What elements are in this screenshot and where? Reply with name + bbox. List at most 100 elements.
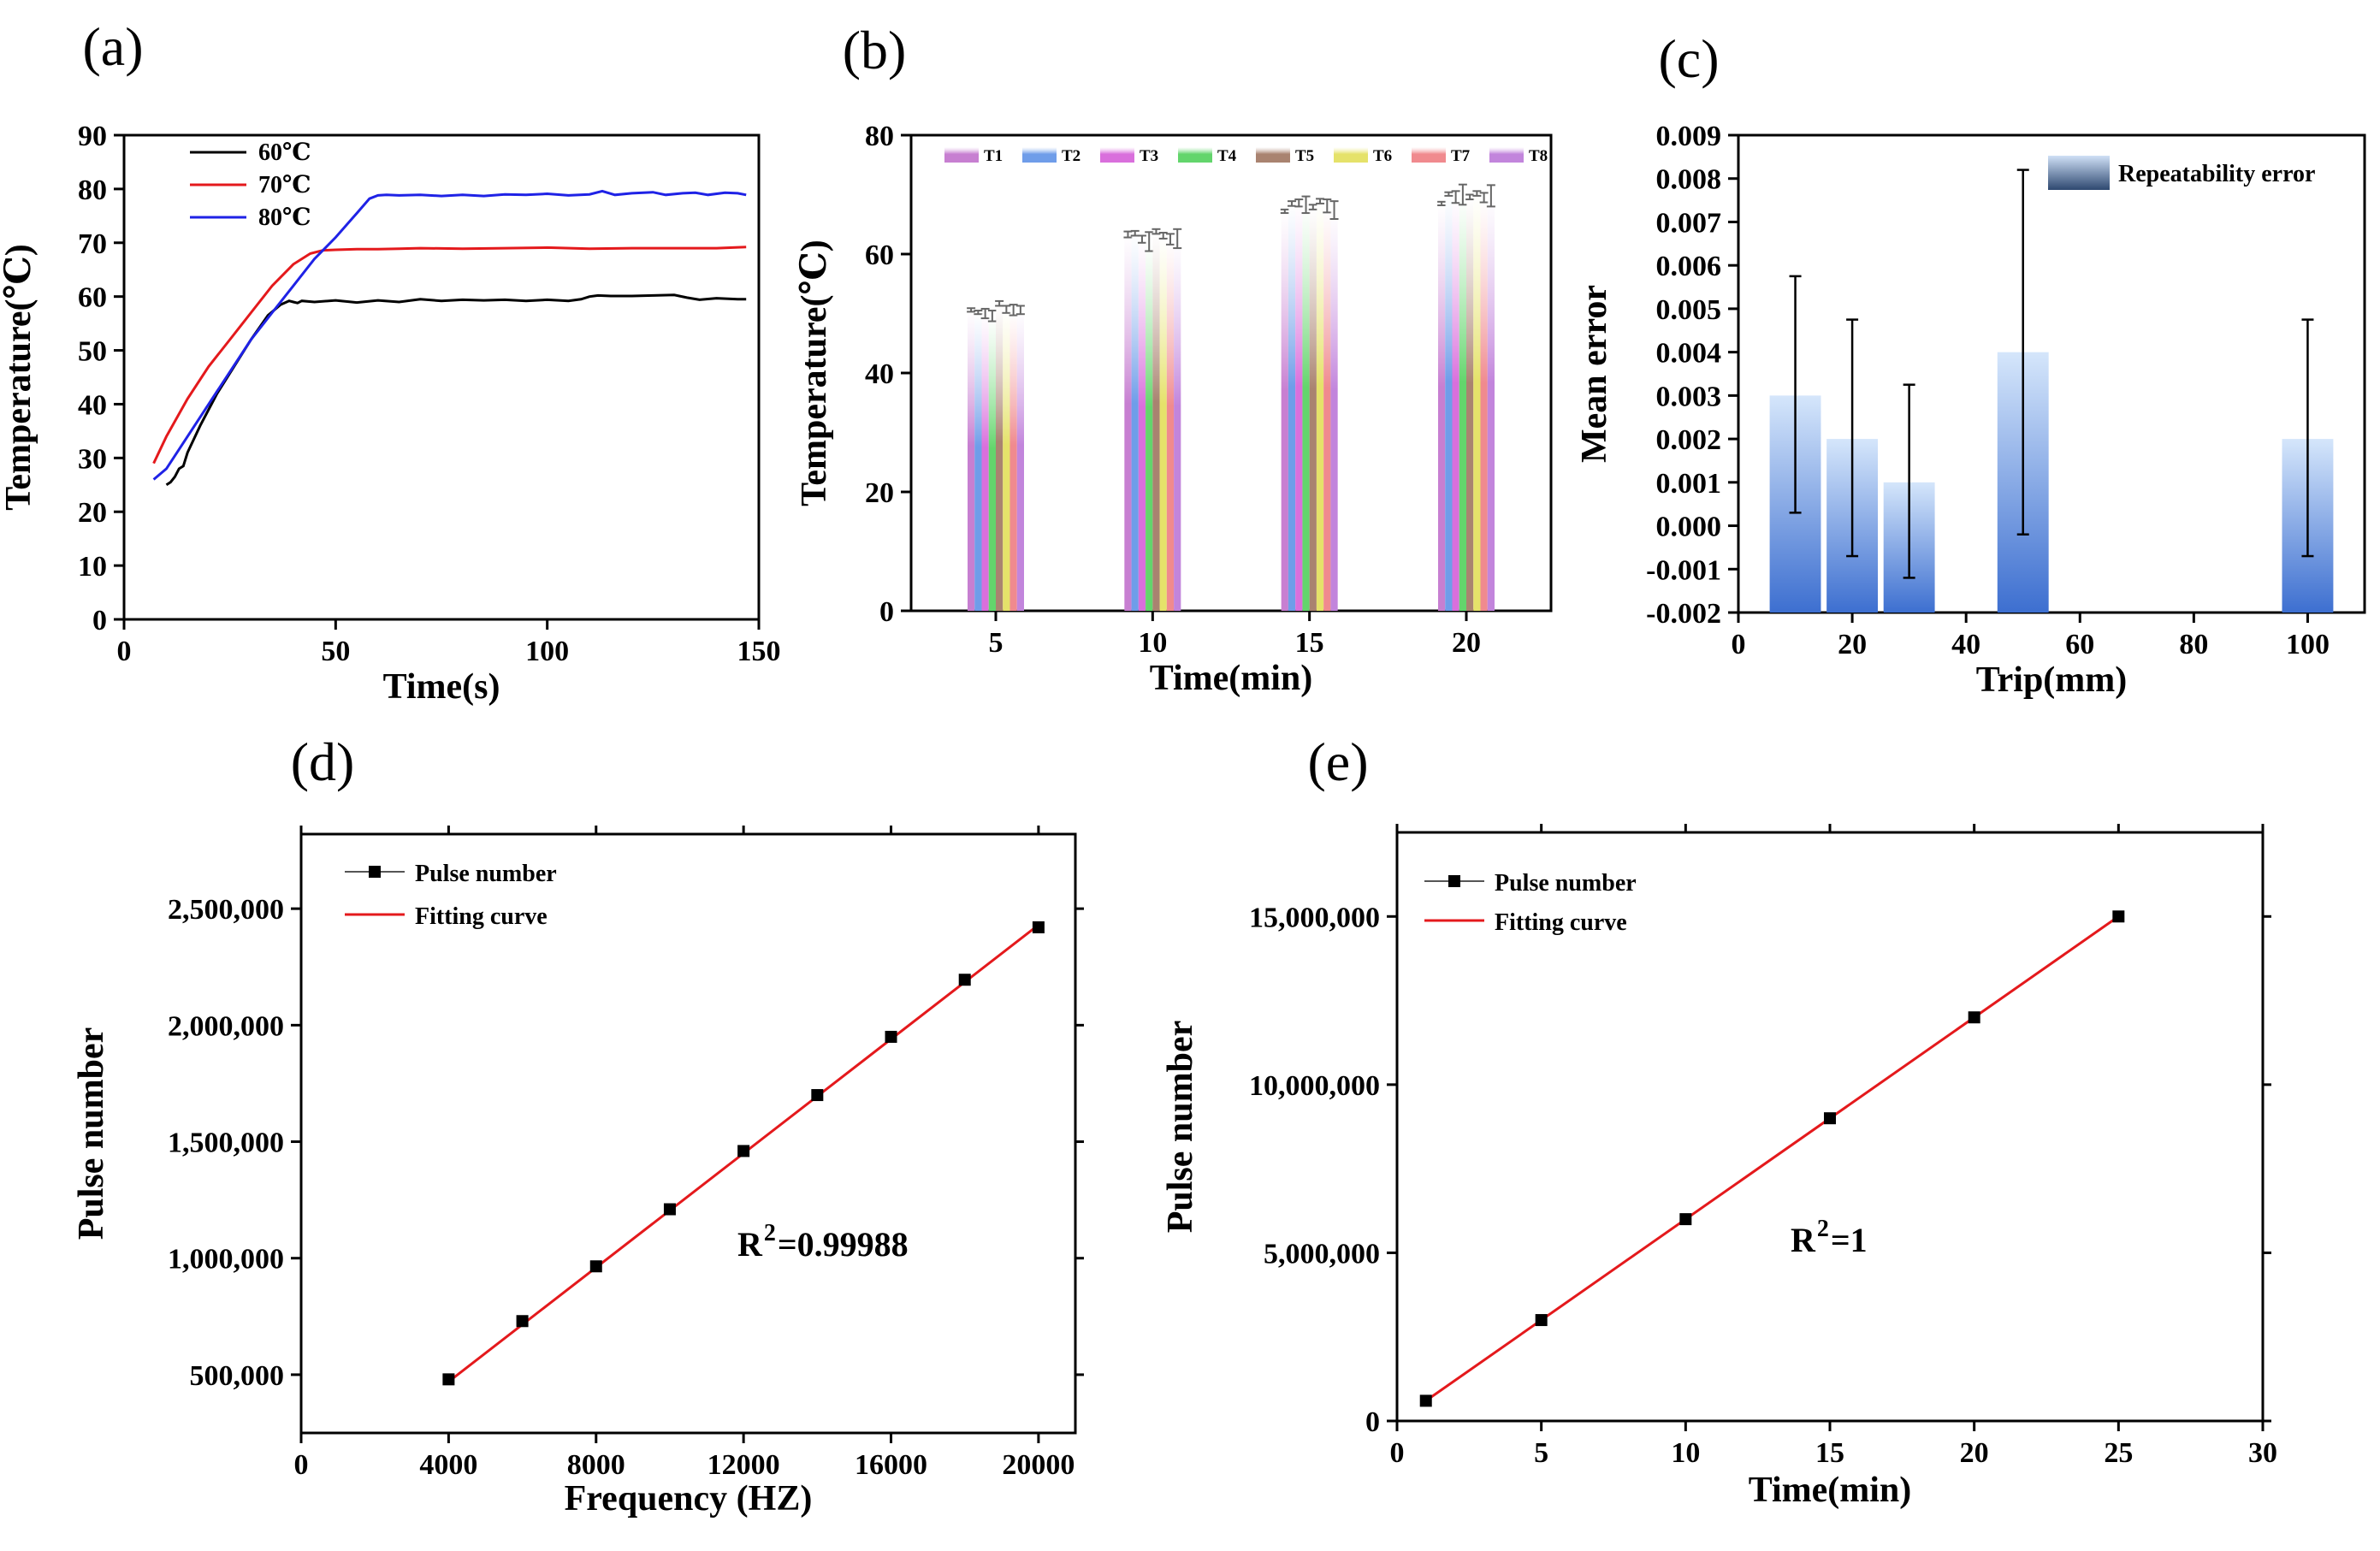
y-tick-label: -0.001 <box>1646 554 1721 586</box>
legend-label: 80℃ <box>258 204 311 231</box>
y-tick-label: 10 <box>78 551 107 583</box>
r-squared-prefix: R <box>1791 1221 1816 1259</box>
x-tick-label: 10 <box>1671 1437 1700 1469</box>
bar <box>1166 239 1175 611</box>
r-squared-prefix: R <box>737 1225 763 1264</box>
bar <box>1131 233 1139 611</box>
bar <box>1016 310 1024 611</box>
chart-c: 0 20 40 60 80 100 -0.002 -0.001 0.000 0.001 0.002 0… <box>1575 121 2366 700</box>
panel-label: (c) <box>1658 28 1719 89</box>
legend-swatch <box>1100 147 1134 163</box>
legend-label: T4 <box>1217 147 1237 165</box>
y-tick-label: 10,000,000 <box>1249 1070 1380 1102</box>
bar <box>996 303 1004 611</box>
bar <box>1473 193 1481 612</box>
legend-label: T7 <box>1451 147 1471 165</box>
x-axis-label: Frequency (HZ) <box>565 1479 813 1518</box>
bar <box>1138 239 1146 611</box>
panel-label: (e) <box>1307 731 1368 792</box>
legend-swatch <box>1256 147 1290 163</box>
bar <box>1124 234 1132 611</box>
plot-frame <box>299 832 1077 1435</box>
data-point <box>589 1260 602 1273</box>
data-point <box>663 1203 676 1216</box>
y-tick-label: 50 <box>78 336 107 368</box>
y-tick-label: 40 <box>78 389 107 421</box>
data-point <box>1968 1011 1980 1024</box>
x-tick-label: 40 <box>1951 629 1980 660</box>
y-tick-label: 60 <box>865 240 894 271</box>
y-tick-label: 0.001 <box>1656 468 1722 500</box>
legend-swatch <box>2048 156 2110 190</box>
y-tick-label: 5,000,000 <box>1264 1238 1380 1270</box>
x-tick-label: 0 <box>1732 629 1746 660</box>
series-line <box>152 246 747 465</box>
bar <box>1466 197 1474 611</box>
plot-frame <box>122 133 761 621</box>
legend-swatch <box>1178 147 1212 163</box>
y-tick-label: 90 <box>78 121 107 152</box>
x-tick-label: 60 <box>2065 629 2094 660</box>
y-tick-label: 30 <box>78 443 107 475</box>
r-squared-sup: 2 <box>1817 1216 1829 1242</box>
bar <box>1295 203 1303 612</box>
data-point <box>958 974 971 986</box>
series-line <box>165 293 747 487</box>
bar <box>1281 210 1288 611</box>
x-tick-label: 100 <box>525 636 569 667</box>
x-tick-label: 80 <box>2179 629 2208 660</box>
data-point <box>1824 1112 1836 1125</box>
y-tick-label: 0.003 <box>1656 381 1722 412</box>
data-point <box>885 1030 897 1043</box>
legend-label: T2 <box>1062 147 1080 165</box>
x-tick-label: 20 <box>1452 627 1481 659</box>
y-tick-label: 0 <box>92 605 107 636</box>
x-tick-label: 100 <box>2286 629 2330 660</box>
x-tick-label: 5 <box>989 627 1004 659</box>
x-axis-label: Time(min) <box>1150 659 1313 698</box>
x-tick-label: 20 <box>1838 629 1867 660</box>
bar <box>1438 203 1446 612</box>
plot-frame <box>1737 133 2366 614</box>
y-tick-label: 40 <box>865 358 894 390</box>
legend-label: T3 <box>1140 147 1158 165</box>
bar <box>1452 197 1459 611</box>
y-axis-label: Mean error <box>1575 285 1614 463</box>
bar <box>1487 195 1495 611</box>
y-tick-label: 0 <box>879 596 894 628</box>
bar <box>1459 194 1466 611</box>
y-tick-label: 15,000,000 <box>1249 902 1380 933</box>
x-tick-label: 10 <box>1138 627 1167 659</box>
x-axis-label: Trip(mm) <box>1976 660 2128 700</box>
data-point <box>1419 1394 1432 1407</box>
y-tick-label: 0.006 <box>1656 251 1722 282</box>
legend-swatch-marker <box>1448 875 1460 887</box>
x-axis-label: Time(s) <box>383 667 500 707</box>
y-tick-label: 0.008 <box>1656 164 1722 196</box>
chart-a: 0 50 100 150 0 10 20 30 40 50 60 70 80 90 Time(s) Tempe… <box>0 121 781 707</box>
legend-swatch <box>1412 147 1446 163</box>
r-squared-value: =0.99988 <box>778 1225 909 1264</box>
r-squared-sup: 2 <box>764 1220 776 1246</box>
y-tick-label: 80 <box>865 121 894 152</box>
x-axis-label: Time(min) <box>1749 1471 1912 1510</box>
bar <box>1316 201 1324 611</box>
bar <box>1003 309 1010 611</box>
x-tick-label: 5 <box>1534 1437 1548 1469</box>
legend-label: 70℃ <box>258 172 311 198</box>
y-tick-label: 20 <box>865 477 894 509</box>
x-tick-label: 0 <box>1390 1437 1405 1469</box>
r-squared-value: =1 <box>1831 1221 1868 1259</box>
chart-d: 0 4000 8000 12000 16000 20000 500,000 1,000,000… <box>72 826 1084 1518</box>
x-tick-label: 50 <box>321 636 350 667</box>
y-tick-label: 1,000,000 <box>168 1244 284 1276</box>
bar <box>1330 210 1338 611</box>
legend-label: Pulse number <box>1495 870 1637 897</box>
y-tick-label: 0.002 <box>1656 424 1722 456</box>
legend-label: 60℃ <box>258 139 311 166</box>
x-tick-label: 4000 <box>419 1449 477 1481</box>
legend-swatch <box>1022 147 1057 163</box>
bar <box>1146 241 1153 611</box>
